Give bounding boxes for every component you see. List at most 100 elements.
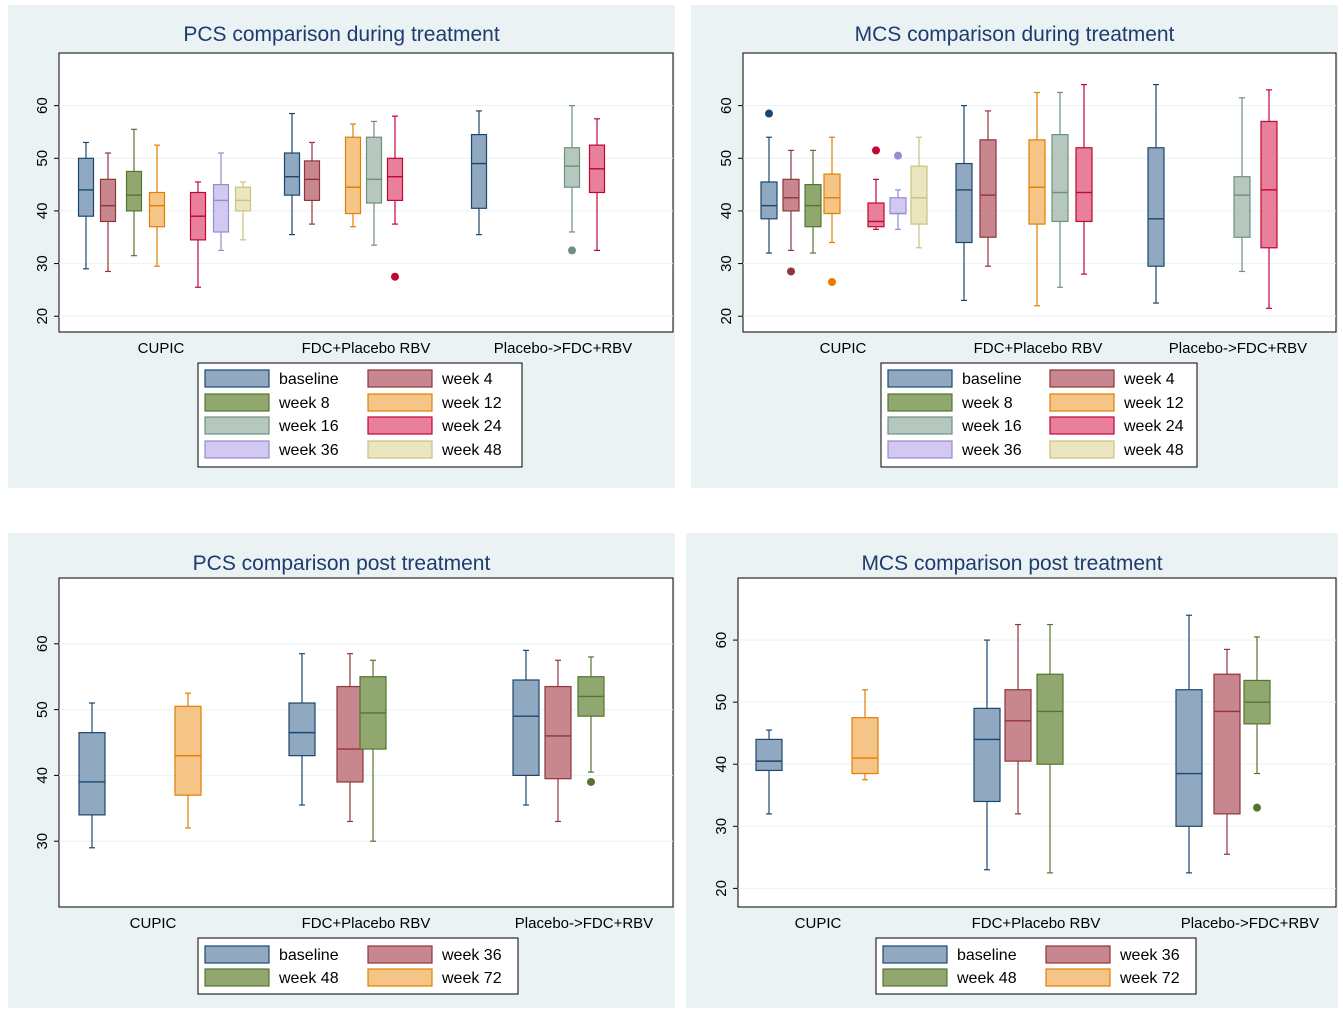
chart-panel-mcs-during: MCS comparison during treatment 20 30 40 50 6… [691,5,1338,488]
legend-entry: week 36 [204,440,339,459]
box-baseline [1175,614,1203,874]
box-baseline [77,141,95,270]
legend-label: week 36 [1119,947,1180,964]
box-week-36 [1004,623,1032,815]
legend-entry: week 8 [887,393,1013,412]
legend-label: week 12 [441,395,502,412]
y-tick-label: 30 [34,833,51,850]
x-category-label: CUPIC [820,340,867,357]
box-week-16 [1233,97,1251,273]
legend-swatch [204,416,270,435]
box-week-12 [344,123,362,228]
y-tick-label: 30 [34,255,51,272]
legend-label: week 72 [1119,970,1180,987]
x-category-label: FDC+Placebo RBV [302,340,431,357]
box-baseline [955,105,973,302]
box-week-12 [1028,91,1046,307]
y-tick-label: 20 [34,308,51,325]
legend-entry: week 12 [1049,393,1184,412]
legend-swatch [887,440,953,459]
box-week-4 [99,152,117,273]
box-baseline [973,639,1001,871]
legend-entry: week 36 [887,440,1022,459]
legend-label: week 48 [278,970,339,987]
x-category-label: FDC+Placebo RBV [974,340,1103,357]
legend-swatch [367,440,433,459]
box-week-24 [386,115,404,225]
chart-svg: MCS comparison during treatment 20 30 40 50 6… [718,23,1337,468]
legend-label: week 36 [441,947,502,964]
box-week-4 [782,149,800,252]
outlier-point [568,246,576,255]
legend-entry: week 24 [367,416,502,435]
box-week-48 [577,656,605,773]
legend-swatch [367,945,433,964]
outlier-point [1253,803,1261,812]
outlier-point [894,151,902,160]
chart-title: MCS comparison during treatment [855,23,1175,46]
y-tick-label: 60 [718,97,735,114]
legend-swatch [1049,393,1115,412]
box-week-24 [1075,83,1093,275]
chart-panel-mcs-post: MCS comparison post treatment 20 30 40 50 60 C… [686,533,1338,1008]
legend-swatch [887,416,953,435]
legend-entry: baseline [204,945,339,964]
legend-entry: week 72 [367,968,502,987]
y-tick-label: 30 [713,818,730,835]
legend-label: week 16 [278,418,339,435]
legend-swatch [367,416,433,435]
legend-swatch [204,393,270,412]
legend-entry: week 48 [882,968,1017,987]
y-tick-label: 20 [718,308,735,325]
legend-swatch [1049,440,1115,459]
box-week-4 [979,110,997,267]
chart-title: PCS comparison post treatment [193,552,491,575]
y-tick-label: 40 [718,203,735,220]
legend-label: week 4 [441,371,493,388]
chart-svg: PCS comparison during treatment 20 30 40 50 6… [34,23,674,468]
chart-panel-pcs-post: PCS comparison post treatment 30 40 50 60 CUP… [8,533,675,1008]
y-tick-label: 60 [713,632,730,649]
legend-entry: baseline [887,369,1022,388]
chart-svg: MCS comparison post treatment 20 30 40 50 60 C… [713,552,1337,995]
box-week-24 [189,181,207,288]
box-week-24 [588,118,606,252]
legend-swatch [887,393,953,412]
legend-entry: week 12 [367,393,502,412]
box-baseline [760,136,778,254]
legend-entry: baseline [204,369,339,388]
outlier-point [391,272,399,281]
y-tick-label: 50 [34,150,51,167]
box-week-36 [544,659,572,823]
legend-swatch [204,369,270,388]
box-week-16 [563,105,581,233]
y-tick-label: 30 [718,255,735,272]
y-tick-label: 50 [34,701,51,718]
legend-swatch [367,369,433,388]
y-tick-label: 60 [34,97,51,114]
legend-label: baseline [279,947,339,964]
box-week-72 [174,692,202,829]
x-category-label: Placebo->FDC+RBV [1169,340,1307,357]
x-category-label: CUPIC [130,915,177,932]
legend-entry: baseline [882,945,1017,964]
legend-entry: week 36 [367,945,502,964]
box-baseline [78,702,106,849]
box-week-72 [851,689,879,781]
box-week-12 [823,136,841,244]
y-tick-label: 50 [713,694,730,711]
legend-label: week 48 [1123,442,1184,459]
legend-swatch [887,369,953,388]
legend-label: week 36 [961,442,1022,459]
legend-swatch [367,968,433,987]
box-week-12 [148,144,166,267]
legend-swatch [367,393,433,412]
legend-entry: week 4 [367,369,493,388]
legend-swatch [1045,968,1111,987]
box-week-48 [1243,636,1271,775]
x-category-label: Placebo->FDC+RBV [515,915,653,932]
legend-swatch [1045,945,1111,964]
x-category-label: Placebo->FDC+RBV [1181,915,1319,932]
legend-label: week 48 [441,442,502,459]
box-baseline [1147,83,1165,304]
